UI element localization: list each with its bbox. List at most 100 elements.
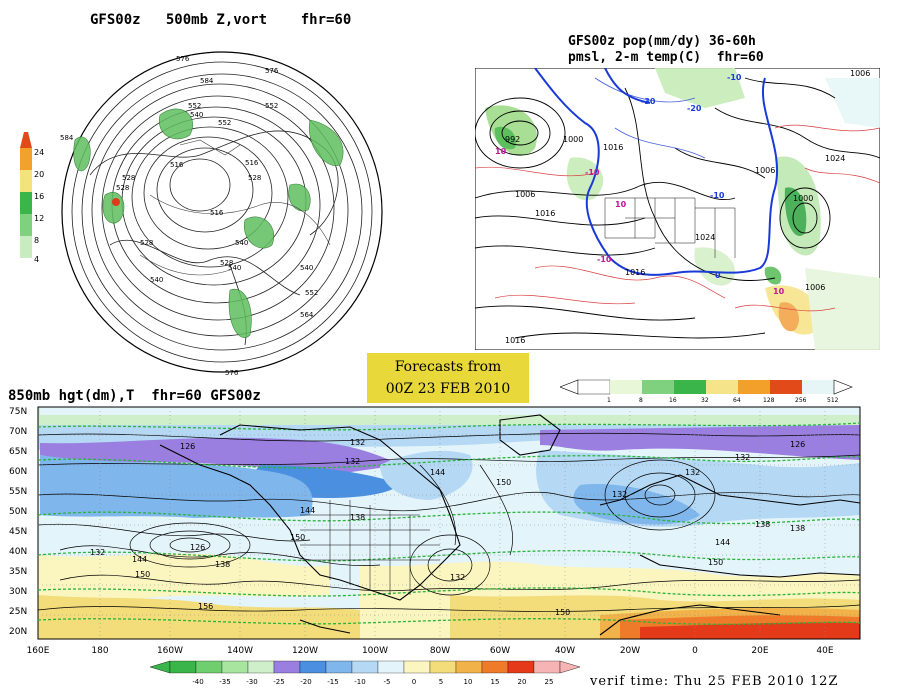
hgt-label: 144 [715,538,730,547]
hgt-label: 150 [496,478,511,487]
lat-label: 50N [9,507,27,517]
cbar-label: 16 [34,192,44,201]
isobar-label: 1006 [805,283,825,292]
temp-cbar-label: -40 [192,678,203,686]
temp-label: 10 [773,287,785,296]
lon-label: 20E [751,646,768,656]
isobar-label: 1024 [695,233,715,242]
hgt-label: 132 [350,438,365,447]
contour-label: 576 [225,369,239,377]
contour-label: 552 [218,119,231,127]
precip-cbar-label: 128 [763,397,775,404]
cbar-label: 4 [34,255,39,264]
isobar-label: 1016 [535,209,555,218]
precip-cbar-label: 32 [701,397,709,404]
vorticity-colorbar: 24 20 16 12 8 4 [20,132,44,264]
lon-label: 160W [157,646,183,656]
contour-label: 540 [228,264,241,272]
lon-label: 40W [555,646,575,656]
hgt-label: 126 [190,543,205,552]
temp-label: -10 [710,191,725,200]
contour-label: 528 [248,174,261,182]
precip-cbar-label: 64 [733,397,741,404]
temp-cbar-cell [273,660,301,674]
lat-label: 35N [9,567,27,577]
hgt-label: 132 [612,490,627,499]
hgt-label: 150 [555,608,570,617]
temp-cbar-label: 25 [545,678,554,686]
temperature-colorbar: -40 -35 -30 -25 -20 -15 -10 -5 0 5 10 15… [150,660,581,686]
temp-label: -10 [597,255,612,264]
contour-label: 528 [116,184,129,192]
temp-cbar-cell [195,660,223,674]
lon-label: 60W [490,646,510,656]
temp-cbar-label: 5 [439,678,443,686]
hgt-label: 138 [215,560,230,569]
precip-cbar-label: 512 [827,397,839,404]
contour-label: 576 [265,67,279,75]
lon-label: 100W [362,646,388,656]
temp-cbar-label: -15 [327,678,338,686]
temp-label: -10 [727,73,742,82]
contour-label: 528 [220,259,233,267]
forecast-line1: Forecasts from [394,359,502,375]
contour-label: 516 [210,209,224,217]
hgt-label: 132 [450,573,465,582]
panel-500mb-title: GFS00z 500mb Z,vort fhr=60 [90,12,352,28]
lon-label: 40E [816,646,833,656]
contour-label: 540 [235,239,248,247]
temp-cbar-cell [377,660,405,674]
isobar-label: 992 [505,135,520,144]
temp-cbar-cell [533,660,561,674]
pmsl-precip-map: 1006 992 1000 1006 1016 1016 1024 1006 1… [475,68,880,350]
contour-label: 564 [300,311,314,319]
hgt-label: 144 [300,506,315,515]
precip-cbar-label: 16 [669,397,677,404]
isobar-label: 1006 [515,190,535,199]
lon-label: 160E [27,646,50,656]
isobar-label: 1024 [825,154,845,163]
temp-cbar-cell [247,660,275,674]
contour-label: 528 [140,239,153,247]
lat-label: 75N [9,407,27,417]
contour-label: 540 [150,276,163,284]
contour-label: 540 [300,264,313,272]
panel-pmsl-title-line1: GFS00z pop(mm/dy) 36-60h [568,34,756,49]
contour-label: 584 [60,134,74,142]
temp-cbar-cell [507,660,535,674]
temp-cbar-label: 15 [491,678,500,686]
lon-label: 180 [91,646,108,656]
temp-cbar-cell [221,660,249,674]
temp-cbar-label: -30 [246,678,257,686]
hgt-label: 138 [790,524,805,533]
verif-time: verif time: Thu 25 FEB 2010 12Z [590,674,839,689]
lon-label: 20W [620,646,640,656]
temp-cbar-label: 20 [518,678,527,686]
lat-label: 20N [9,627,27,637]
temp-cbar-label: -5 [384,678,391,686]
precip-colorbar: 1 8 16 32 64 128 256 512 [560,379,853,404]
hgt-label: 138 [755,520,770,529]
contour-label: 552 [188,102,201,110]
hgt-label: 126 [790,440,805,449]
lat-label: 30N [9,587,27,597]
lat-label: 55N [9,487,27,497]
temp-cbar-label: -25 [273,678,284,686]
hgt-label: 150 [135,570,150,579]
isobar-label: 1000 [793,194,813,203]
temp-cbar-cell [169,660,197,674]
lat-label: 45N [9,527,27,537]
temp-cbar-label: 10 [464,678,473,686]
isobar-label: 1016 [603,143,623,152]
hgt-label: 132 [685,468,700,477]
contour-label: 576 [176,55,190,63]
temp-cbar-cell [325,660,353,674]
contour-label: 552 [265,102,278,110]
temp-cbar-label: -20 [300,678,311,686]
temp-label: 0 [715,271,721,280]
temp-label: 10 [495,147,507,156]
hgt-label: 156 [198,602,213,611]
temp-label: -30 [641,97,656,106]
hgt-label: 150 [708,558,723,567]
hgt-label: 144 [132,555,147,564]
